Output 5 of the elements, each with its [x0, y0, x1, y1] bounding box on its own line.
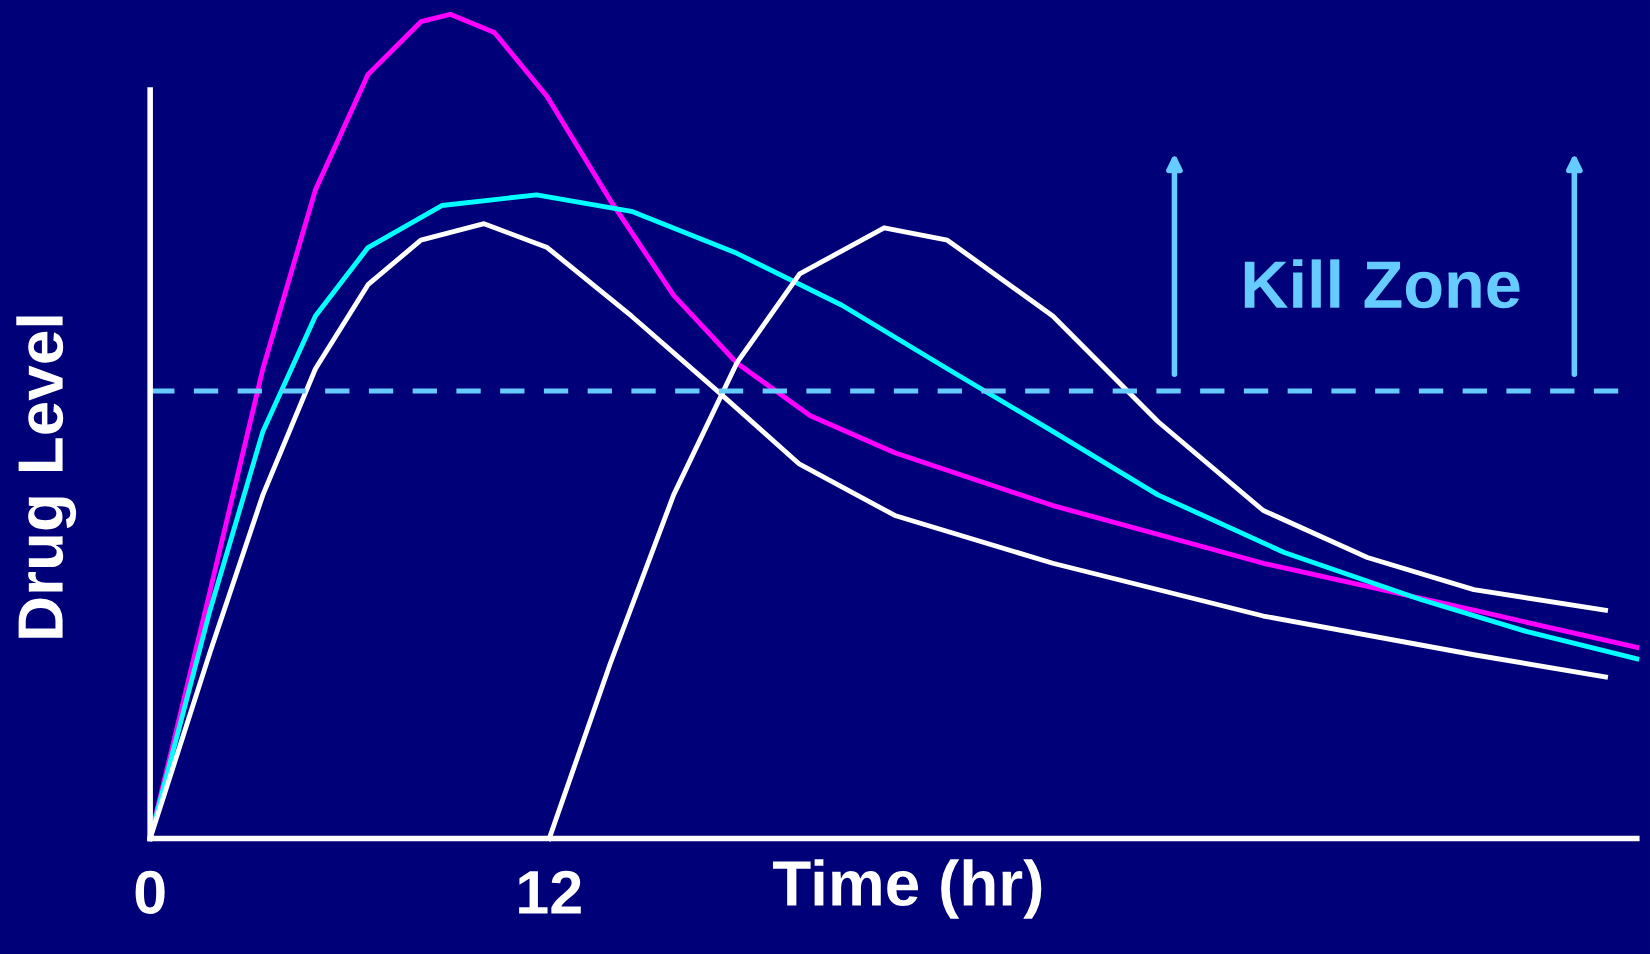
- x-tick-label: 0: [135, 870, 165, 915]
- x-tick-label: 12: [519, 870, 581, 914]
- annotation: Kill Zone: [1244, 259, 1520, 309]
- y-axis-title: Drug Level: [16, 316, 77, 638]
- x-axis-title: Time (hr): [772, 859, 1042, 919]
